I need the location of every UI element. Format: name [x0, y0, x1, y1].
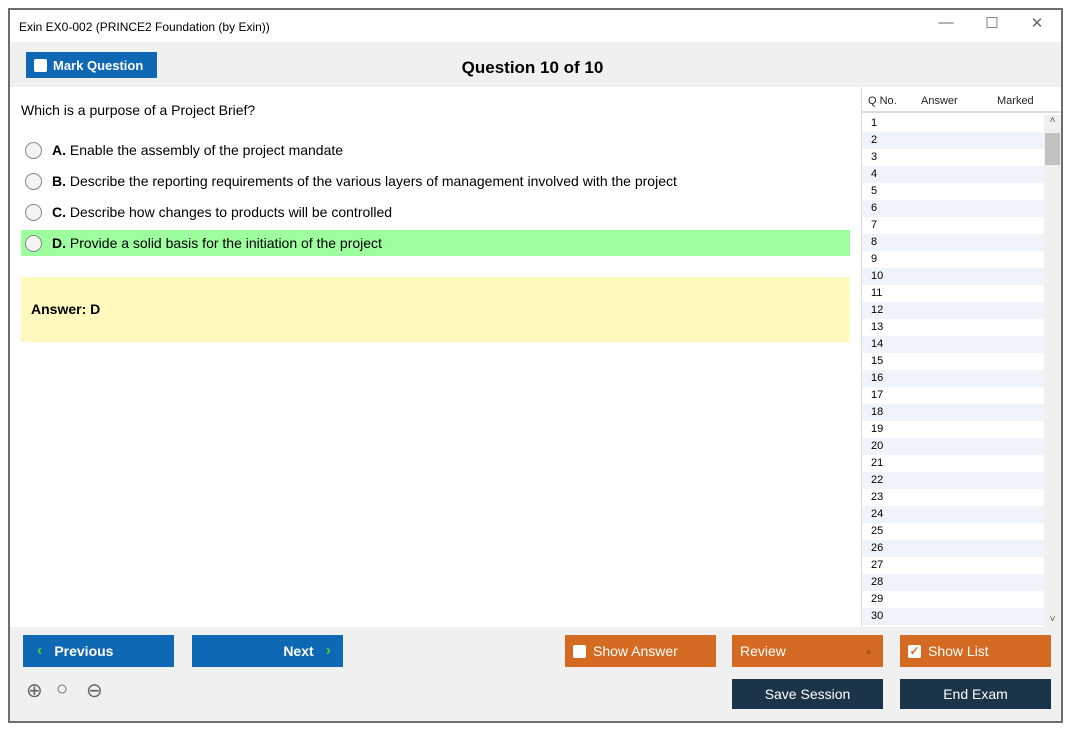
- list-row[interactable]: 30: [862, 608, 1044, 625]
- answer-box: Answer: D: [21, 277, 850, 342]
- list-row[interactable]: 10: [862, 268, 1044, 285]
- question-list: Q No. Answer Marked 1 2 3 4 5 6 7 8 9 10 11 12 13 14 1…: [861, 87, 1061, 627]
- review-button[interactable]: Review ▲: [732, 635, 883, 667]
- scroll-up-icon[interactable]: ˄: [1049, 115, 1056, 126]
- option-text: Describe how changes to products will be…: [69, 204, 393, 220]
- radio-button[interactable]: [25, 172, 42, 190]
- question-counter: Question 10 of 10: [461, 58, 604, 77]
- list-row[interactable]: 29: [871, 593, 884, 605]
- list-row[interactable]: 8: [862, 234, 1044, 251]
- chevron-right-icon: ›: [325, 642, 331, 659]
- question-text: Which is a purpose of a Project Brief?: [21, 102, 256, 118]
- list-row[interactable]: 20: [862, 438, 1044, 455]
- review-label: Review: [740, 643, 786, 659]
- list-row[interactable]: 23: [871, 491, 884, 503]
- title-bar: Exin EX0-002 (PRINCE2 Foundation (by Exi…: [10, 10, 1061, 42]
- list-row[interactable]: 3: [871, 151, 878, 163]
- zoom-reset-icon[interactable]: ○: [56, 678, 69, 700]
- save-session-button[interactable]: Save Session: [732, 679, 883, 709]
- caret-up-icon: ▲: [864, 646, 873, 656]
- checkbox-icon: [573, 644, 586, 658]
- list-row[interactable]: 22: [862, 472, 1044, 489]
- list-row[interactable]: 13: [871, 321, 884, 333]
- show-list-button[interactable]: ✓ Show List: [900, 635, 1051, 667]
- option-letter: D.: [52, 235, 66, 251]
- minimize-button[interactable]: —: [938, 14, 954, 31]
- show-list-label: Show List: [928, 643, 989, 659]
- header-marked: Marked: [997, 95, 1034, 107]
- next-label: Next: [283, 643, 314, 659]
- option-letter: C.: [52, 204, 66, 220]
- zoom-in-icon[interactable]: ⊕: [26, 680, 43, 702]
- list-row[interactable]: 17: [871, 389, 884, 401]
- checkbox-checked-icon: ✓: [908, 643, 921, 658]
- list-row[interactable]: 28: [862, 574, 1044, 591]
- list-row[interactable]: 2: [862, 132, 1044, 149]
- option-letter: A.: [52, 142, 66, 158]
- chevron-left-icon: ‹: [37, 642, 43, 659]
- maximize-button[interactable]: ☐: [985, 15, 999, 32]
- list-row[interactable]: 19: [871, 423, 884, 435]
- show-answer-button[interactable]: Show Answer: [565, 635, 716, 667]
- option-text: Provide a solid basis for the initiation…: [69, 235, 382, 251]
- scrollbar[interactable]: ˄ ˅: [1044, 115, 1061, 627]
- list-row[interactable]: 7: [871, 219, 878, 231]
- scroll-down-icon[interactable]: ˅: [1049, 614, 1056, 625]
- list-row[interactable]: 27: [871, 559, 884, 571]
- option-letter: B.: [52, 173, 66, 189]
- answer-option[interactable]: C. Describe how changes to products will…: [21, 199, 850, 225]
- radio-button[interactable]: [25, 203, 42, 221]
- list-row[interactable]: 21: [871, 457, 884, 469]
- list-row[interactable]: 16: [862, 370, 1044, 387]
- window-title: Exin EX0-002 (PRINCE2 Foundation (by Exi…: [19, 20, 270, 34]
- header-answer: Answer: [921, 95, 958, 107]
- show-answer-label: Show Answer: [593, 643, 678, 659]
- list-header: Q No. Answer Marked: [862, 87, 1061, 113]
- list-row[interactable]: 24: [862, 506, 1044, 523]
- list-row[interactable]: 14: [862, 336, 1044, 353]
- next-button[interactable]: Next ›: [192, 635, 343, 667]
- header-qno: Q No.: [868, 95, 897, 107]
- previous-label: Previous: [54, 643, 114, 659]
- list-row[interactable]: 12: [862, 302, 1044, 319]
- mark-question-button[interactable]: Mark Question: [26, 52, 157, 78]
- radio-button[interactable]: [25, 141, 42, 159]
- option-text: Describe the reporting requirements of t…: [69, 173, 677, 189]
- option-text: Enable the assembly of the project manda…: [69, 142, 344, 158]
- list-row[interactable]: 26: [862, 540, 1044, 557]
- checkbox-icon: [34, 58, 47, 72]
- answer-option[interactable]: A. Enable the assembly of the project ma…: [21, 137, 850, 163]
- list-row[interactable]: 6: [862, 200, 1044, 217]
- app-window: Exin EX0-002 (PRINCE2 Foundation (by Exi…: [8, 8, 1063, 723]
- list-row[interactable]: 4: [862, 166, 1044, 183]
- list-row[interactable]: 11: [871, 287, 883, 299]
- scrollbar-thumb[interactable]: [1045, 133, 1060, 165]
- list-row[interactable]: 5: [871, 185, 878, 197]
- mark-question-label: Mark Question: [53, 57, 144, 73]
- close-button[interactable]: ✕: [1030, 15, 1044, 32]
- list-row[interactable]: 15: [871, 355, 884, 367]
- list-row[interactable]: 9: [871, 253, 878, 265]
- answer-option[interactable]: D. Provide a solid basis for the initiat…: [21, 230, 850, 256]
- zoom-out-icon[interactable]: ⊖: [86, 680, 103, 702]
- end-exam-button[interactable]: End Exam: [900, 679, 1051, 709]
- radio-button[interactable]: [25, 234, 42, 252]
- list-row[interactable]: 18: [862, 404, 1044, 421]
- footer: ‹ Previous Next › Show Answer Review ▲ ✓ Sho…: [10, 627, 1061, 721]
- list-row[interactable]: 25: [871, 525, 884, 537]
- previous-button[interactable]: ‹ Previous: [23, 635, 174, 667]
- answer-option[interactable]: B. Describe the reporting requirements o…: [21, 168, 850, 194]
- question-area: Which is a purpose of a Project Brief? A…: [10, 87, 861, 627]
- toolbar: Mark Question Question 10 of 10: [10, 42, 1061, 87]
- list-row[interactable]: 1: [871, 117, 878, 129]
